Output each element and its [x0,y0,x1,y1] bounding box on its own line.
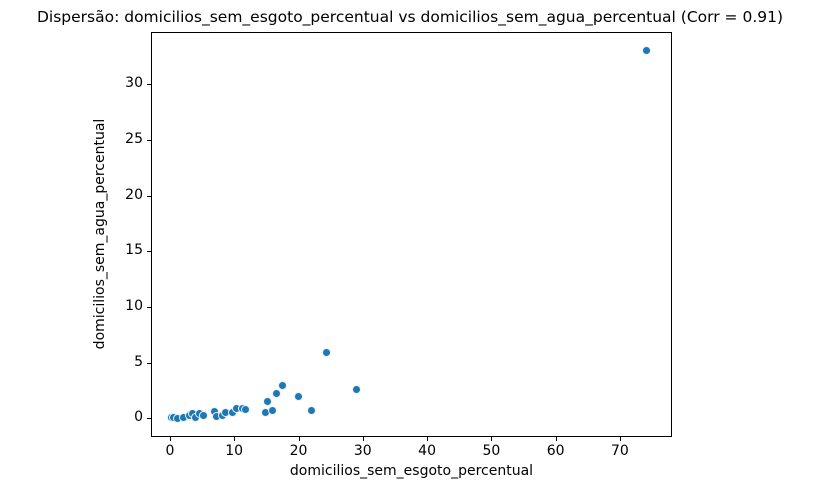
y-tick-label: 30 [125,75,143,92]
scatter-data-point [642,46,652,56]
x-tick-label: 20 [289,443,308,459]
x-tick-label: 0 [165,443,175,459]
y-tick-mark [147,306,151,308]
x-tick-label: 10 [225,443,244,459]
y-tick-label: 15 [125,242,143,259]
y-tick-mark [147,362,151,364]
scatter-data-point [351,385,361,395]
x-axis-label: domicilios_sem_esgoto_percentual [289,463,534,479]
x-tick-mark [491,437,493,441]
x-tick-mark [362,437,364,441]
plot-area [151,32,672,437]
x-tick-label: 40 [418,443,436,459]
y-tick-mark [147,139,151,141]
x-tick-mark [170,437,171,441]
chart-title: Dispersão: domicilios_sem_esgoto_percent… [36,8,784,26]
scatter-data-point [271,389,281,399]
y-tick-mark [147,195,151,197]
scatter-data-point [198,410,208,420]
x-tick-label: 70 [610,443,629,459]
y-tick-mark [147,251,151,253]
x-tick-mark [234,437,236,441]
x-tick-mark [298,437,300,441]
x-tick-label: 30 [353,443,372,459]
x-tick-mark [555,437,557,441]
scatter-data-point [268,405,278,415]
y-axis-label-text: domicilios_sem_agua_percentual [92,118,108,350]
y-tick-label: 10 [125,297,143,314]
x-tick-mark [619,437,621,441]
scatter-data-point [294,392,303,402]
y-tick-label: 5 [134,353,143,370]
y-tick-label: 25 [125,130,143,147]
scatter-data-point [278,381,287,391]
y-tick-mark [147,84,151,86]
scatter-data-point [241,404,251,414]
scatter-data-point [322,347,332,357]
x-tick-label: 60 [546,443,565,459]
y-tick-label: 20 [125,186,143,203]
y-tick-label: 0 [134,409,143,426]
scatter-data-point [263,396,273,406]
x-tick-mark [427,437,429,441]
scatter-data-point [306,406,316,416]
y-tick-mark [147,418,151,420]
x-tick-label: 50 [482,443,501,459]
